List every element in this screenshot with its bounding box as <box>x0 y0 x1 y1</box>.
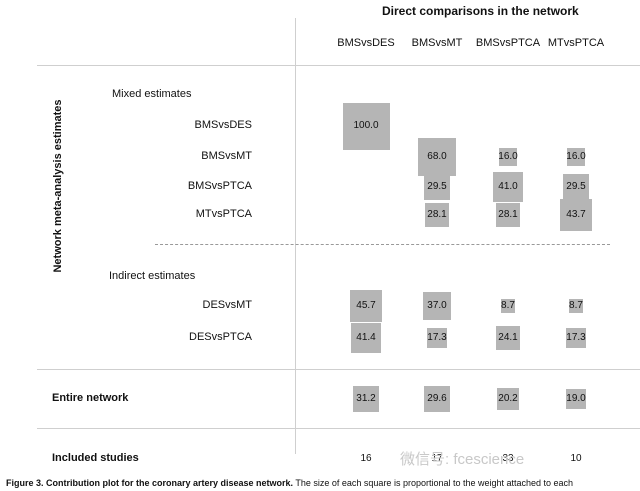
row-desvsmt-bmsvsmt-value: 37.0 <box>427 300 447 311</box>
row-desvsptca-label: DESvsPTCA <box>189 331 252 343</box>
row-desvsptca-mtvsptca-square <box>566 328 586 348</box>
row-bmsvsptca-bmsvsmt-square <box>424 174 450 200</box>
row-desvsmt-label: DESvsMT <box>202 299 253 311</box>
row-desvsptca-bmsvsmt-square <box>427 328 447 348</box>
row-mtvsptca-label: MTvsPTCA <box>195 208 252 220</box>
included-studies-bmsvsdes: 16 <box>360 453 372 464</box>
row-mtvsptca-bmsvsmt-value: 28.1 <box>427 209 447 220</box>
row-bmsvsptca-mtvsptca-value: 29.5 <box>566 181 586 192</box>
row-desvsmt-bmsvsptca-value: 8.7 <box>501 300 515 311</box>
row-bmsvsmt-mtvsptca-square <box>566 147 586 167</box>
section-label-indirect-estimates: Indirect estimates <box>109 270 196 282</box>
column-header-bmsvsmt: BMSvsMT <box>411 37 463 49</box>
chart-title: Direct comparisons in the network <box>382 4 579 18</box>
row-bmsvsptca-bmsvsptca-value: 41.0 <box>498 181 518 192</box>
entire-network-bmsvsptca-value: 20.2 <box>498 393 518 404</box>
row-mtvsptca-bmsvsptca-square <box>495 202 521 228</box>
row-bmsvsptca-bmsvsptca-square <box>492 171 524 203</box>
figure-caption: Figure 3. Contribution plot for the coro… <box>6 478 573 488</box>
row-mtvsptca-mtvsptca-square <box>560 199 592 231</box>
row-desvsptca-bmsvsdes-square <box>350 322 382 354</box>
row-desvsptca-bmsvsmt-value: 17.3 <box>427 332 447 343</box>
row-bmsvsptca-mtvsptca-square <box>563 174 589 200</box>
entire-network-mtvsptca-square <box>565 388 587 410</box>
row-desvsptca-bmsvsdes-value: 41.4 <box>356 332 376 343</box>
row-desvsptca-mtvsptca-value: 17.3 <box>566 332 586 343</box>
entire-network-label: Entire network <box>52 392 129 404</box>
row-desvsmt-mtvsptca-square <box>569 299 583 313</box>
row-mtvsptca-bmsvsptca-value: 28.1 <box>498 209 518 220</box>
vertical-divider <box>295 18 296 454</box>
row-desvsptca-bmsvsptca-value: 24.1 <box>498 332 518 343</box>
row-bmsvsmt-bmsvsptca-square <box>498 147 518 167</box>
row-bmsvsmt-label: BMSvsMT <box>201 150 252 162</box>
column-header-mtvsptca: MTvsPTCA <box>547 37 605 49</box>
watermark: 微信号: fcescience <box>400 451 525 468</box>
row-desvsmt-bmsvsdes-square <box>350 290 382 322</box>
row-bmsvsmt-bmsvsptca-value: 16.0 <box>498 151 518 162</box>
row-bmsvsdes-bmsvsdes-square <box>342 102 390 150</box>
column-header-bmsvsdes: BMSvsDES <box>337 37 395 49</box>
entire-network-bmsvsdes-value: 31.2 <box>356 393 376 404</box>
caption-text: The size of each square is proportional … <box>293 478 574 488</box>
row-bmsvsptca-bmsvsmt-value: 29.5 <box>427 181 447 192</box>
row-bmsvsptca-label: BMSvsPTCA <box>187 180 252 192</box>
entire-network-bmsvsmt-square <box>424 386 450 412</box>
included-studies-mtvsptca: 10 <box>570 453 582 464</box>
row-desvsmt-bmsvsmt-square <box>422 291 452 321</box>
row-desvsptca-bmsvsptca-square <box>496 326 520 350</box>
row-bmsvsmt-bmsvsmt-value: 68.0 <box>427 151 447 162</box>
row-bmsvsdes-label: BMSvsDES <box>194 119 252 131</box>
entire-network-bmsvsptca-square <box>497 388 519 410</box>
row-mtvsptca-mtvsptca-value: 43.7 <box>566 209 586 220</box>
row-desvsmt-bmsvsdes-value: 45.7 <box>356 300 376 311</box>
row-bmsvsmt-bmsvsmt-square <box>417 137 457 177</box>
entire-network-bmsvsdes-square <box>352 385 380 413</box>
included-studies-bmsvsptca: 33 <box>502 453 514 464</box>
included-studies-bmsvsmt: 17 <box>431 453 443 464</box>
caption-title: Figure 3. Contribution plot for the coro… <box>6 478 294 488</box>
entire-network-mtvsptca-value: 19.0 <box>566 393 586 404</box>
column-header-bmsvsptca: BMSvsPTCA <box>475 37 541 49</box>
entire-network-bmsvsmt-value: 29.6 <box>427 393 447 404</box>
row-bmsvsdes-bmsvsdes-value: 100.0 <box>353 120 379 131</box>
row-desvsmt-mtvsptca-value: 8.7 <box>569 300 583 311</box>
included-studies-label: Included studies <box>52 452 139 464</box>
section-label-mixed-estimates: Mixed estimates <box>112 88 192 100</box>
network-rule <box>37 369 640 370</box>
section-divider <box>155 244 610 245</box>
studies-rule <box>37 428 640 429</box>
row-mtvsptca-bmsvsmt-square <box>424 202 450 228</box>
row-desvsmt-bmsvsptca-square <box>501 299 515 313</box>
row-bmsvsmt-mtvsptca-value: 16.0 <box>566 151 586 162</box>
header-rule <box>37 65 640 66</box>
